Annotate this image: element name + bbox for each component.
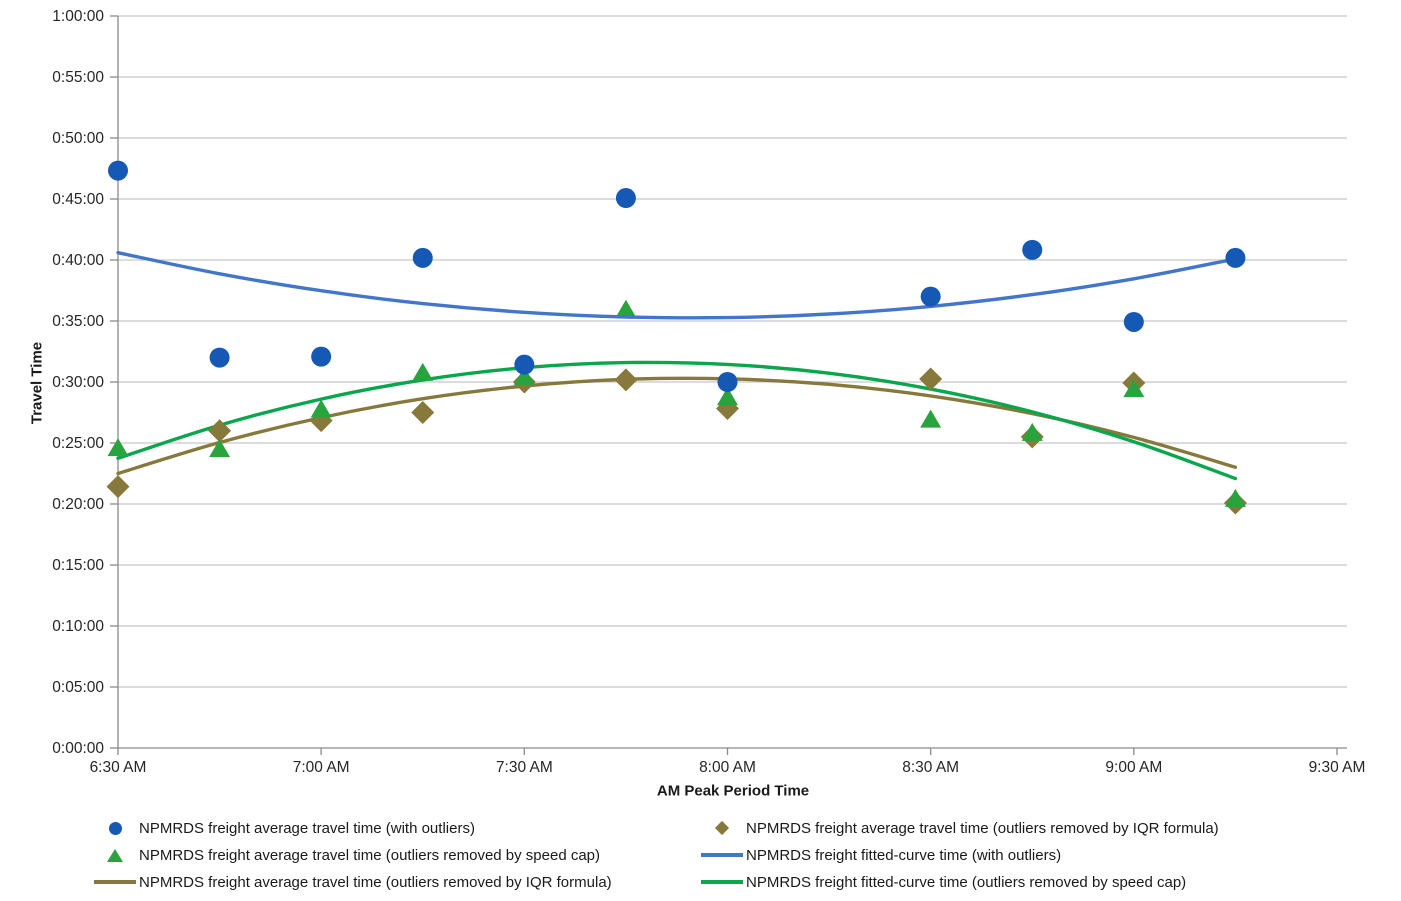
x-axis-title: AM Peak Period Time — [656, 782, 810, 800]
legend-item-fitted-speed-cap: NPMRDS freight fitted-curve time (outlie… — [700, 870, 1186, 894]
fitted-curve-fitted_with_outliers — [116, 251, 1238, 320]
point-avg_iqr — [919, 367, 943, 391]
legend-item-avg-speed-cap: NPMRDS freight average travel time (outl… — [93, 843, 600, 867]
y-tick-label: 0:25:00 — [52, 435, 104, 452]
triangle-marker-icon — [107, 848, 123, 862]
point-avg_with_outliers — [920, 286, 941, 307]
plot-area: 1:00:00 0:55:00 0:50:00 0:45:00 0:40:00 0:35:… — [52, 8, 1366, 776]
diamond-marker-icon — [714, 820, 730, 836]
point-avg_speed_cap — [310, 399, 332, 418]
y-tick-label: 0:50:00 — [52, 130, 104, 147]
y-tick-label: 0:55:00 — [52, 69, 104, 86]
fitted-curve-fitted_speed_cap — [116, 360, 1238, 481]
x-tick-label: 8:00 AM — [699, 759, 756, 776]
point-avg_with_outliers — [1123, 311, 1144, 332]
x-tick-label: 8:30 AM — [902, 759, 959, 776]
legend-item-avg-iqr-line: NPMRDS freight average travel time (outl… — [93, 870, 612, 894]
y-tick-label: 0:15:00 — [52, 557, 104, 574]
point-avg_with_outliers — [615, 188, 636, 209]
point-avg_speed_cap — [615, 299, 637, 318]
x-tick-label: 9:00 AM — [1105, 759, 1162, 776]
y-tick-label: 0:00:00 — [52, 740, 104, 757]
y-tick-label: 0:40:00 — [52, 252, 104, 269]
point-avg_with_outliers — [1225, 247, 1246, 268]
y-tick-label: 0:05:00 — [52, 679, 104, 696]
line-marker-icon — [701, 853, 743, 857]
x-tick-label: 6:30 AM — [90, 759, 147, 776]
point-avg_with_outliers — [1022, 239, 1043, 260]
point-avg_with_outliers — [108, 160, 128, 181]
y-tick-label: 0:45:00 — [52, 191, 104, 208]
y-tick-label: 0:20:00 — [52, 496, 104, 513]
point-avg_iqr — [106, 475, 130, 499]
point-avg_speed_cap — [412, 362, 434, 381]
point-avg_speed_cap — [920, 409, 942, 428]
legend-label: NPMRDS freight average travel time (outl… — [746, 819, 1219, 837]
point-avg_speed_cap — [513, 366, 535, 385]
point-avg_iqr — [411, 401, 435, 424]
legend-label: NPMRDS freight fitted-curve time (with o… — [746, 846, 1062, 864]
y-tick-label: 1:00:00 — [52, 8, 104, 25]
line-marker-icon — [701, 880, 743, 884]
point-avg_with_outliers — [311, 346, 332, 367]
point-avg_iqr — [614, 368, 638, 392]
legend-label: NPMRDS freight average travel time (outl… — [139, 873, 612, 891]
point-avg_speed_cap — [1021, 422, 1043, 441]
point-avg_speed_cap — [717, 387, 738, 406]
point-avg_with_outliers — [514, 354, 535, 375]
x-tick-label: 7:00 AM — [293, 759, 350, 776]
point-avg_with_outliers — [412, 247, 433, 268]
y-tick-label: 0:30:00 — [52, 374, 104, 391]
legend-item-avg-with-outliers: NPMRDS freight average travel time (with… — [93, 816, 475, 840]
legend-label: NPMRDS freight fitted-curve time (outlie… — [746, 873, 1187, 891]
point-avg_speed_cap — [1224, 488, 1246, 507]
y-axis-title: Travel Time — [28, 341, 46, 425]
point-avg_iqr — [208, 419, 232, 443]
legend-label: NPMRDS freight average travel time (outl… — [139, 846, 601, 864]
fitted-curve-fitted_iqr — [116, 376, 1238, 476]
point-avg_speed_cap — [1123, 379, 1145, 398]
legend-item-avg-iqr: NPMRDS freight average travel time (outl… — [700, 816, 1219, 840]
line-marker-icon — [94, 880, 136, 884]
legend-label: NPMRDS freight average travel time (with… — [139, 819, 475, 837]
y-tick-label: 0:10:00 — [52, 618, 104, 635]
point-avg_with_outliers — [717, 372, 738, 392]
point-avg_with_outliers — [209, 347, 230, 368]
x-tick-label: 9:30 AM — [1309, 759, 1366, 776]
legend-item-fitted-with-outliers: NPMRDS freight fitted-curve time (with o… — [700, 843, 1061, 867]
point-avg_speed_cap — [209, 439, 231, 458]
circle-marker-icon — [108, 821, 122, 835]
y-tick-label: 0:35:00 — [52, 313, 104, 330]
x-tick-label: 7:30 AM — [496, 759, 553, 776]
point-avg_speed_cap — [107, 438, 129, 457]
